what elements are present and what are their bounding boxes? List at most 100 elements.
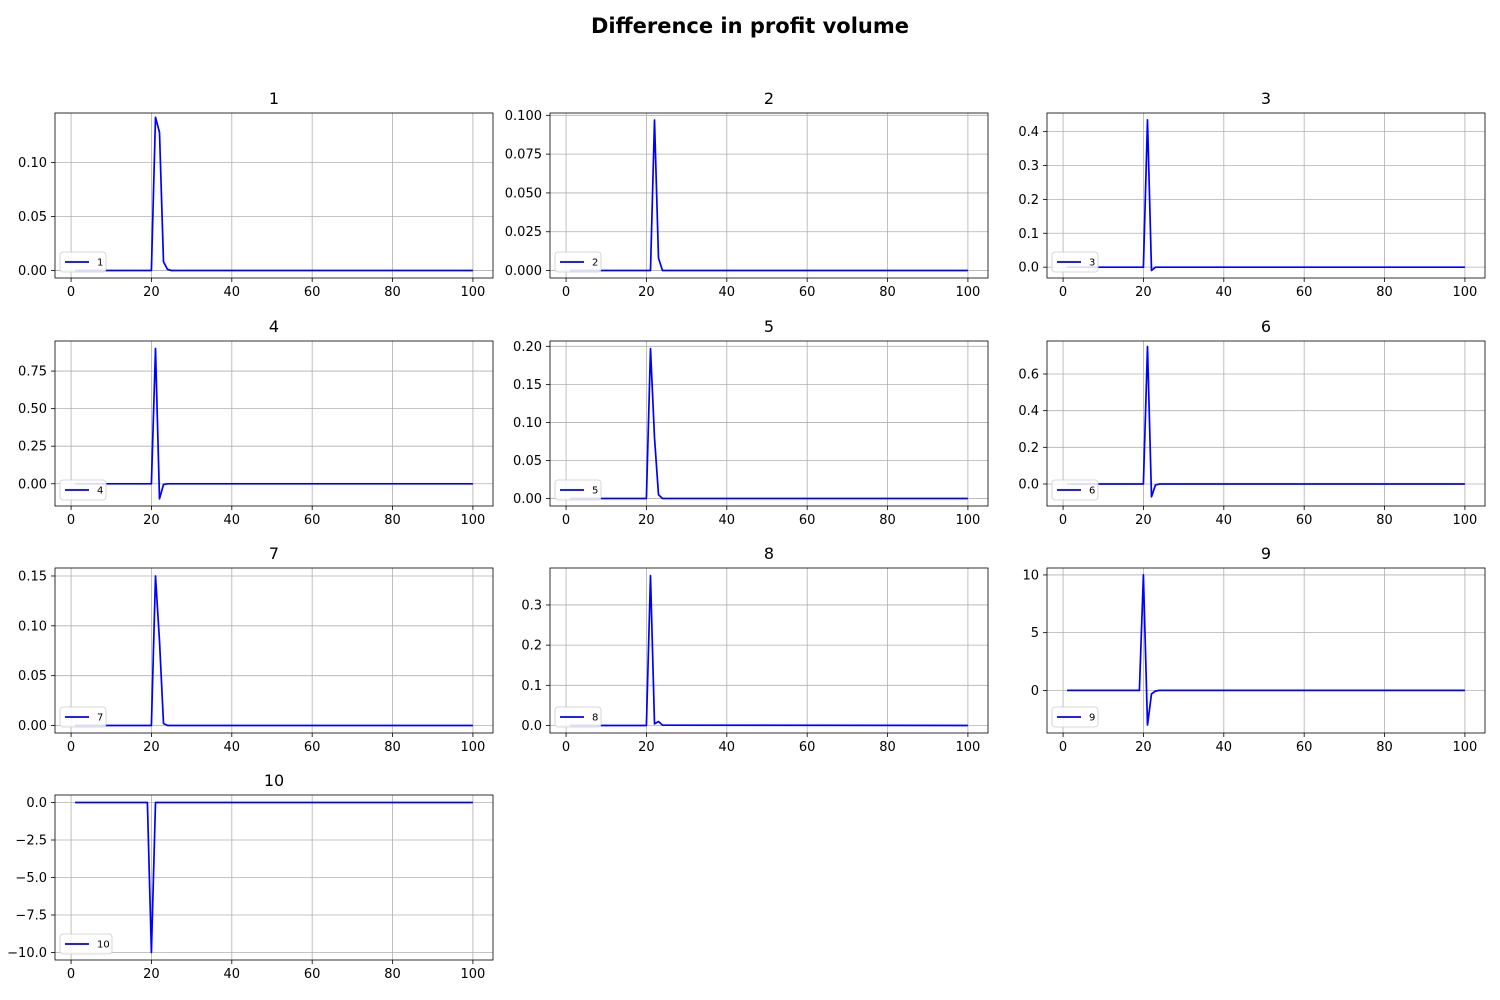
- subplot-title: 1: [269, 89, 279, 108]
- legend-label: 8: [592, 713, 598, 724]
- y-tick-label: 0.075: [505, 148, 542, 163]
- subplot-9: 9 0 20 40 60 80 100 0 5 10 9: [1022, 544, 1486, 755]
- legend-label: 1: [97, 258, 103, 269]
- legend: 4: [59, 479, 107, 501]
- y-tick-label: 0.10: [513, 416, 542, 431]
- x-tick-label: 20: [1135, 285, 1152, 300]
- x-tick-label: 60: [304, 285, 321, 300]
- x-tick-label: 40: [1216, 513, 1233, 528]
- axes-frame: [54, 112, 494, 279]
- axes-frame: [54, 567, 494, 734]
- y-tick-label: 0.4: [1018, 404, 1039, 419]
- y-tick-label: 0.1: [1018, 227, 1039, 242]
- subplot-title: 10: [264, 771, 284, 790]
- y-tick-label: −2.5: [15, 834, 47, 849]
- y-tick-label: 0.15: [18, 569, 47, 584]
- y-tick-label: 0.4: [1018, 125, 1039, 140]
- x-tick-label: 80: [879, 285, 896, 300]
- legend-label: 3: [1089, 258, 1095, 269]
- x-tick-label: 20: [1135, 513, 1152, 528]
- x-tick-label: 0: [67, 513, 75, 528]
- series-line: [75, 801, 473, 954]
- legend: 1: [59, 251, 107, 273]
- x-tick-label: 60: [1296, 740, 1313, 755]
- x-tick-label: 60: [799, 513, 816, 528]
- legend: 3: [1051, 251, 1099, 273]
- series-line: [75, 575, 473, 727]
- legend: 5: [554, 479, 602, 501]
- y-tick-label: 0.3: [1018, 159, 1039, 174]
- legend: 9: [1051, 706, 1099, 728]
- x-tick-label: 0: [67, 740, 75, 755]
- series-line: [75, 347, 473, 500]
- y-tick-label: 0.0: [1018, 261, 1039, 276]
- y-tick-label: 0.6: [1018, 368, 1039, 383]
- subplot-title: 3: [1261, 89, 1271, 108]
- x-tick-label: 40: [224, 285, 241, 300]
- y-tick-label: 0.2: [1018, 441, 1039, 456]
- y-tick-label: 10: [1022, 568, 1039, 583]
- y-tick-label: 0.2: [521, 639, 542, 654]
- legend: 6: [1051, 479, 1099, 501]
- y-tick-label: 0.05: [18, 210, 47, 225]
- series-line: [1067, 345, 1465, 498]
- x-tick-label: 100: [460, 740, 485, 755]
- subplot-title: 5: [764, 317, 774, 336]
- x-tick-label: 40: [224, 513, 241, 528]
- x-tick-label: 0: [1059, 740, 1067, 755]
- legend-label: 2: [592, 258, 598, 269]
- y-tick-label: 0.15: [513, 378, 542, 393]
- x-tick-label: 100: [955, 513, 980, 528]
- x-tick-label: 20: [143, 513, 160, 528]
- series-line: [570, 347, 968, 500]
- y-tick-label: 0.05: [18, 669, 47, 684]
- x-tick-label: 40: [719, 513, 736, 528]
- x-tick-label: 0: [562, 513, 570, 528]
- axes-frame: [54, 794, 494, 961]
- x-tick-label: 80: [879, 740, 896, 755]
- subplot-title: 7: [269, 544, 279, 563]
- series-line: [75, 116, 473, 272]
- x-tick-label: 100: [460, 513, 485, 528]
- y-tick-label: 0.0: [26, 796, 47, 811]
- y-tick-label: 0.3: [521, 598, 542, 613]
- x-tick-label: 80: [1376, 740, 1393, 755]
- y-tick-label: 0.2: [1018, 193, 1039, 208]
- x-tick-label: 100: [1452, 740, 1477, 755]
- x-tick-label: 40: [1216, 740, 1233, 755]
- x-tick-label: 60: [304, 740, 321, 755]
- x-tick-label: 20: [143, 285, 160, 300]
- legend: 7: [59, 706, 107, 728]
- x-tick-label: 0: [67, 967, 75, 982]
- legend-label: 7: [97, 713, 103, 724]
- x-tick-label: 20: [1135, 740, 1152, 755]
- subplot-title: 8: [764, 544, 774, 563]
- axes-frame: [549, 567, 989, 734]
- x-tick-label: 80: [1376, 285, 1393, 300]
- series-line: [570, 574, 968, 727]
- x-tick-label: 80: [384, 285, 401, 300]
- y-tick-label: 0.100: [505, 109, 542, 124]
- x-tick-label: 60: [304, 967, 321, 982]
- x-tick-label: 0: [1059, 513, 1067, 528]
- axes-frame: [1046, 112, 1486, 279]
- y-tick-label: 0.10: [18, 619, 47, 634]
- subplot-title: 9: [1261, 544, 1271, 563]
- y-tick-label: 5: [1031, 626, 1039, 641]
- x-tick-label: 100: [460, 285, 485, 300]
- legend-label: 6: [1089, 486, 1095, 497]
- x-tick-label: 80: [384, 740, 401, 755]
- x-tick-label: 100: [1452, 285, 1477, 300]
- y-tick-label: 0.10: [18, 156, 47, 171]
- y-tick-label: 0.20: [513, 340, 542, 355]
- subplot-title: 2: [764, 89, 774, 108]
- x-tick-label: 20: [638, 740, 655, 755]
- legend: 2: [554, 251, 602, 273]
- legend: 10: [59, 933, 113, 955]
- x-tick-label: 100: [1452, 513, 1477, 528]
- x-tick-label: 100: [955, 285, 980, 300]
- x-tick-label: 100: [460, 967, 485, 982]
